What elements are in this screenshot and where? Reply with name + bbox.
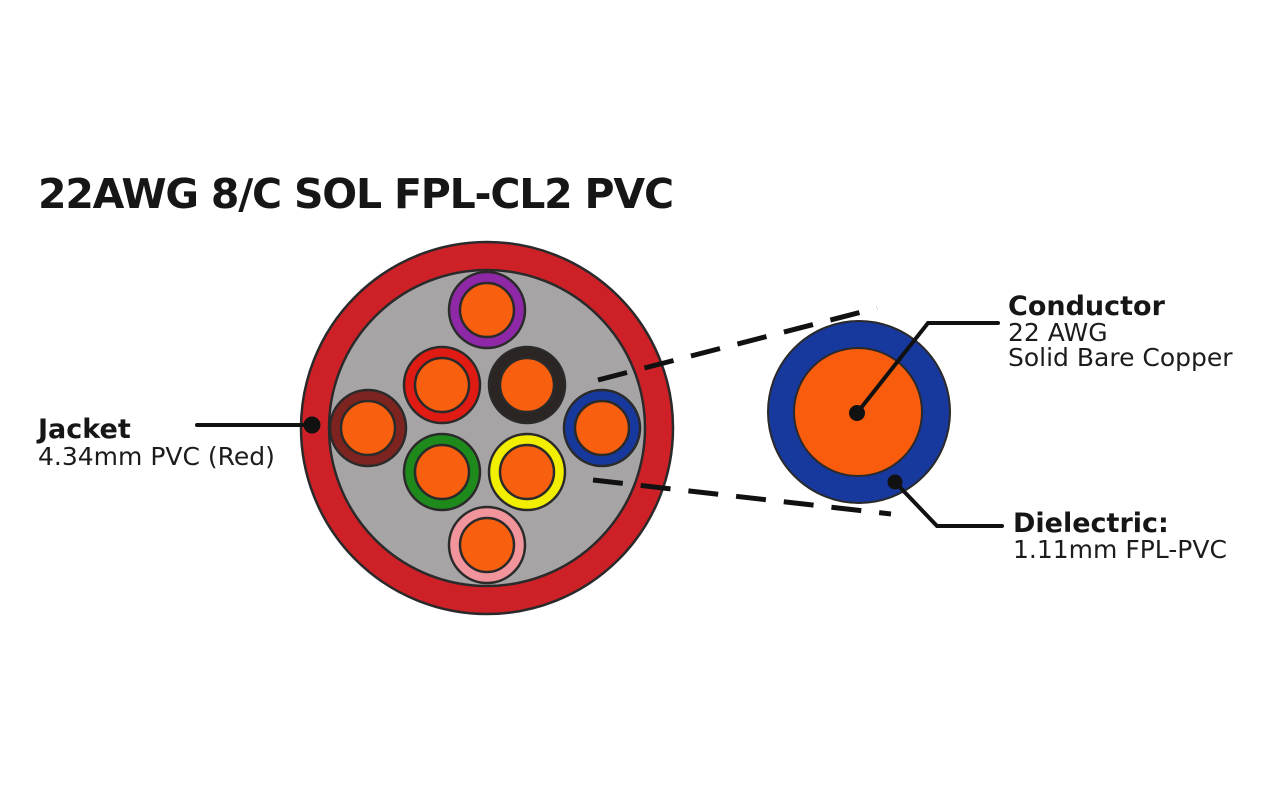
copper-core bbox=[573, 399, 631, 457]
cable-cross-section bbox=[299, 240, 675, 616]
conductor-pink bbox=[447, 505, 527, 585]
copper-core bbox=[458, 516, 516, 574]
dielectric-label-title: Dielectric: bbox=[1013, 508, 1169, 539]
copper-core bbox=[498, 443, 556, 501]
conductor-detail-view bbox=[767, 320, 1004, 528]
conductor-label-spec2: Solid Bare Copper bbox=[1008, 343, 1233, 372]
copper-core bbox=[458, 281, 516, 339]
zoom-projection-line-bottom bbox=[592, 477, 892, 517]
jacket-annotation: Jacket 4.34mm PVC (Red) bbox=[36, 414, 321, 471]
copper-core bbox=[339, 399, 397, 457]
page-title: 22AWG 8/C SOL FPL-CL2 PVC bbox=[38, 170, 673, 218]
dielectric-leader-line bbox=[893, 480, 1004, 528]
conductor-blue bbox=[562, 388, 642, 468]
copper-core bbox=[413, 443, 471, 501]
conductor-green bbox=[402, 432, 482, 512]
conductor-annotation: Conductor 22 AWG Solid Bare Copper bbox=[1008, 291, 1233, 372]
dielectric-label-spec1: 1.11mm FPL-PVC bbox=[1013, 535, 1227, 564]
jacket-label-spec: 4.34mm PVC (Red) bbox=[38, 442, 275, 471]
dielectric-annotation: Dielectric: 1.11mm FPL-PVC bbox=[1013, 508, 1227, 564]
conductor-purple bbox=[447, 270, 527, 350]
copper-core bbox=[413, 356, 471, 414]
jacket-label-title: Jacket bbox=[36, 414, 131, 445]
conductor-red bbox=[402, 345, 482, 425]
conductor-yellow bbox=[487, 432, 567, 512]
jacket-callout-dot bbox=[303, 416, 321, 434]
conductor-black bbox=[487, 345, 567, 425]
dielectric-callout-dot bbox=[887, 474, 903, 490]
conductor-label-spec1: 22 AWG bbox=[1008, 318, 1108, 347]
conductor-brown bbox=[328, 388, 408, 468]
conductor-label-title: Conductor bbox=[1008, 291, 1166, 322]
conductor-leader-line bbox=[855, 321, 1000, 415]
copper-core bbox=[498, 356, 556, 414]
conductor-callout-dot bbox=[849, 405, 865, 421]
zoom-projection-line-top bbox=[597, 305, 878, 383]
